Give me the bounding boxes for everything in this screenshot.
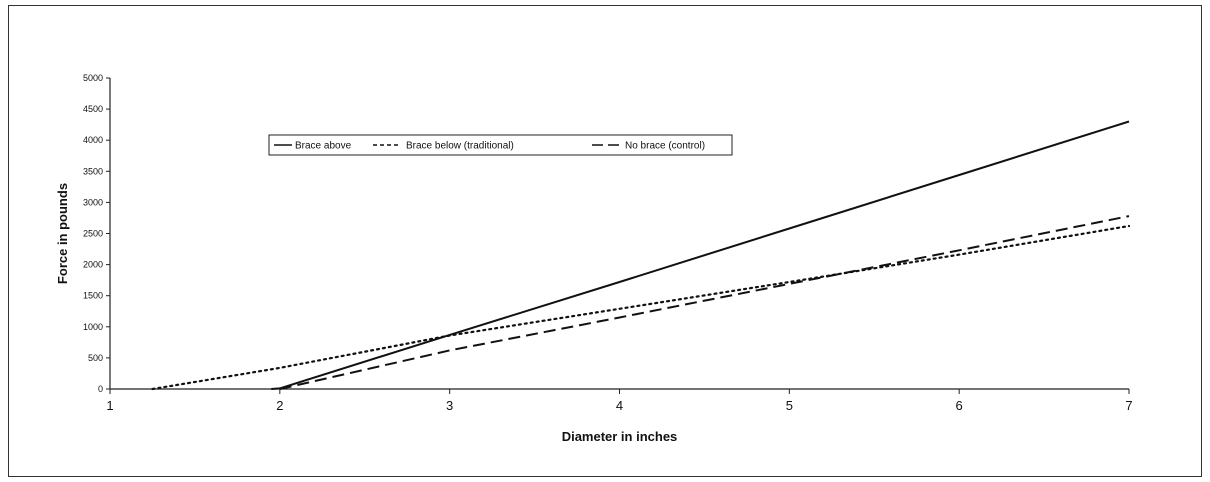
series-line-1 <box>271 120 1130 390</box>
x-axis-title: Diameter in inches <box>562 429 678 444</box>
chart-frame: 0 500 1000 1500 2000 2500 3000 3500 4000 4500 5000… <box>8 5 1202 477</box>
legend: Brace above Brace below (traditional) No b… <box>268 134 733 156</box>
x-tick-label: 2 <box>276 398 283 413</box>
y-tick-label: 500 <box>88 353 103 363</box>
legend-label: Brace below (traditional) <box>406 141 514 152</box>
series-line-2 <box>151 224 1131 391</box>
y-tick-label: 4000 <box>83 135 103 145</box>
y-axis-title: Force in pounds <box>55 183 70 284</box>
y-tick-label: 1500 <box>83 291 103 301</box>
axes: 0 500 1000 1500 2000 2500 3000 3500 4000 4500 5000… <box>83 73 1133 413</box>
series-line-3 <box>279 215 1130 390</box>
y-tick-label: 5000 <box>83 73 103 83</box>
x-tick-label: 1 <box>106 398 113 413</box>
y-tick-label: 4500 <box>83 104 103 114</box>
legend-label: No brace (control) <box>625 141 705 152</box>
x-tick-label: 3 <box>446 398 453 413</box>
line-chart: 0 500 1000 1500 2000 2500 3000 3500 4000 4500 5000… <box>55 73 1133 444</box>
y-tick-label: 2500 <box>83 229 103 239</box>
legend-box <box>268 134 733 156</box>
series-lines <box>151 120 1131 391</box>
legend-label: Brace above <box>295 141 352 152</box>
x-tick-label: 4 <box>616 398 623 413</box>
y-tick-label: 1000 <box>83 322 103 332</box>
x-tick-label: 7 <box>1125 398 1132 413</box>
x-tick-label: 6 <box>956 398 963 413</box>
x-tick-label: 5 <box>786 398 793 413</box>
y-tick-label: 2000 <box>83 260 103 270</box>
y-tick-label: 3500 <box>83 166 103 176</box>
y-tick-label: 3000 <box>83 197 103 207</box>
y-tick-label: 0 <box>98 384 103 394</box>
